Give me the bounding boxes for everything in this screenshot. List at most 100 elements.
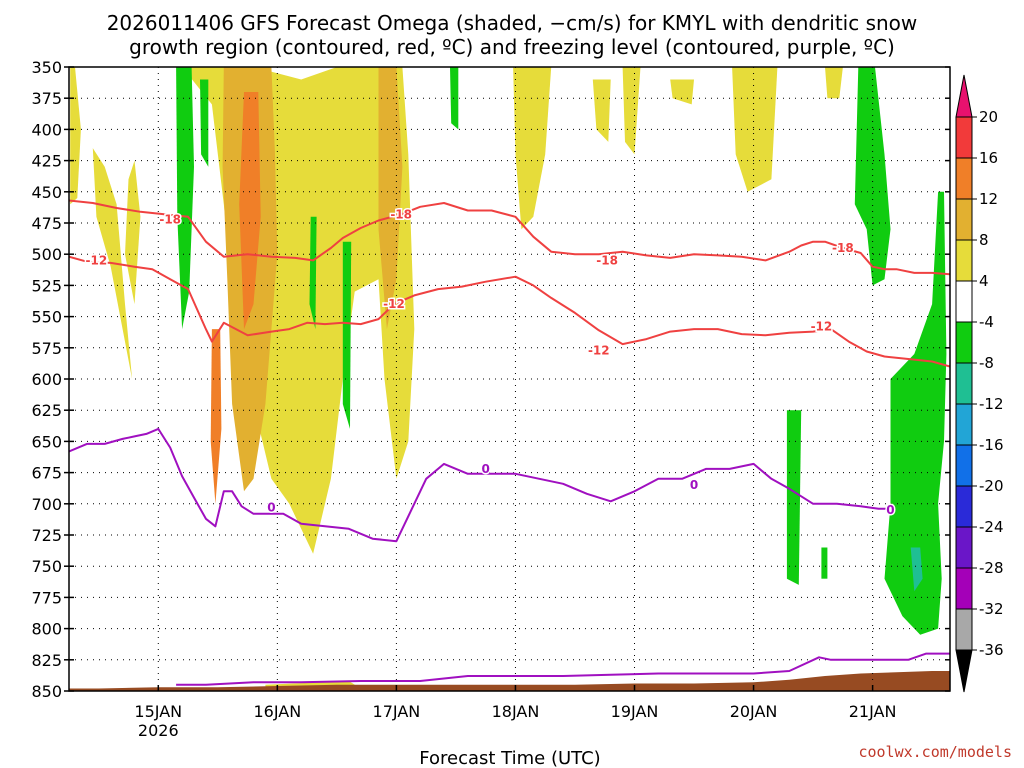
omega-region-yellow-top-19jan [592,79,611,142]
omega-region-yellow-top-20jan [732,67,778,192]
y-tick-label-400: 400 [31,120,62,139]
contour-label-1-1: -12 [383,297,405,311]
colorbar-label-1: 16 [979,149,998,167]
colorbar-box-1 [955,157,973,200]
y-tick-label-800: 800 [31,620,62,639]
x-axis-label: Forecast Time (UTC) [419,748,600,768]
colorbar-label-8: -16 [979,436,1004,454]
y-tick-label-575: 575 [31,339,62,358]
contour-label-2-2: 0 [690,478,698,492]
contour-label-2-0: 0 [267,501,275,515]
colorbar-box-8 [955,444,973,487]
terrain-fill [69,671,950,691]
x-tick-label-2: 17JAN [373,702,421,721]
x-tick-label-4: 19JAN [611,702,659,721]
omega-region-green-left-b [200,79,209,167]
contour-label-0-0: -18 [159,212,181,226]
y-tick-label-850: 850 [31,682,62,701]
y-tick-label-775: 775 [31,588,62,607]
colorbar-box-11 [955,567,973,610]
colorbar-label-11: -28 [979,559,1004,577]
contour-line-0 [69,199,950,276]
omega-shading [70,67,947,691]
colorbar-label-6: -8 [979,354,994,372]
y-tick-label-500: 500 [31,245,62,264]
contour-label-2-3: 0 [886,503,894,517]
y-tick-label-725: 725 [31,526,62,545]
colorbar-label-0: 20 [979,108,998,126]
x-tick-label-1: 16JAN [253,702,301,721]
omega-region-green-21jan-lower [884,191,947,635]
y-tick-label-600: 600 [31,370,62,389]
colorbar-top-triangle [955,74,973,118]
omega-region-yellow-top-19jan-c [670,79,694,105]
contour-label-0-1: -18 [390,207,412,221]
omega-region-green-mid-16jan [309,216,317,330]
credit-text: coolwx.com/models [858,743,1012,761]
y-tick-label-425: 425 [31,152,62,171]
contour-line-1 [69,255,950,368]
colorbar-box-9 [955,485,973,528]
colorbar-box-5 [955,321,973,364]
y-tick-label-700: 700 [31,495,62,514]
omega-region-orange-deep-a [239,92,261,330]
contour-label-1-2: -12 [588,343,610,357]
omega-region-green-20jan-a [786,410,802,585]
omega-region-yellow-left-b [125,160,141,305]
contour-lines: -18 -18 -18 -18 -12 -12 -12 -12 0 0 0 0 [69,199,950,686]
x-tick-label-3: 18JAN [492,702,540,721]
omega-region-teal-21jan [910,547,923,592]
omega-region-yellow-upper-left [70,67,81,205]
colorbar-box-7 [955,403,973,446]
omega-region-green-top-17jan [450,67,459,130]
contour-line-3 [176,652,950,686]
colorbar-box-12 [955,608,973,651]
y-tick-label-625: 625 [31,401,62,420]
y-tick-label-825: 825 [31,651,62,670]
terrain-layer [69,671,950,691]
y-tick-label-450: 450 [31,183,62,202]
omega-region-green-21jan-upper [854,67,891,286]
colorbar-label-12: -32 [979,600,1004,618]
omega-region-green-left-a [176,67,194,330]
colorbar: 20 16 12 8 4 -4 -8 -12 -16 -20 -24 -28 -32 -36 [955,74,1004,693]
axes: 350 375 400 425 450 475 500 525 550 575 600 625 650 6… [31,58,951,740]
x-tick-label-0: 15JAN [134,702,182,721]
contour-line-2 [69,427,891,543]
x-tick-label-5: 20JAN [730,702,778,721]
omega-region-orange-deep-b [210,329,222,504]
y-tick-label-475: 475 [31,214,62,233]
colorbar-box-6 [955,362,973,405]
contour-label-2-1: 0 [482,462,490,476]
y-tick-label-650: 650 [31,432,62,451]
colorbar-box-0 [955,116,973,159]
y-tick-label-750: 750 [31,557,62,576]
y-tick-label-375: 375 [31,89,62,108]
colorbar-label-9: -20 [979,477,1004,495]
y-tick-label-525: 525 [31,276,62,295]
grid-lines [69,67,950,691]
colorbar-box-10 [955,526,973,569]
colorbar-label-3: 8 [979,231,989,249]
contour-label-0-3: -18 [832,241,854,255]
omega-region-yellow-top-21jan [825,67,843,99]
chart-title: 2026011406 GFS Forecast Omega (shaded, −… [107,11,918,35]
colorbar-label-2: 12 [979,190,998,208]
colorbar-box-2 [955,198,973,241]
x-tick-label-6: 21JAN [849,702,897,721]
omega-region-green-mid-17jan [342,241,352,429]
omega-region-yellow-top-18jan [513,67,552,230]
colorbar-label-10: -24 [979,518,1004,536]
colorbar-label-7: -12 [979,395,1004,413]
omega-region-orange-mid [378,67,403,330]
colorbar-bottom-triangle [955,649,973,693]
colorbar-label-4: 4 [979,272,989,290]
contour-label-1-0: -12 [86,253,108,267]
omega-region-green-20jan-b [821,547,828,579]
colorbar-box-3 [955,239,973,282]
contour-label-1-3: -12 [811,320,833,334]
x-year-label: 2026 [138,721,179,740]
omega-region-yellow-top-19jan-b [622,67,641,155]
